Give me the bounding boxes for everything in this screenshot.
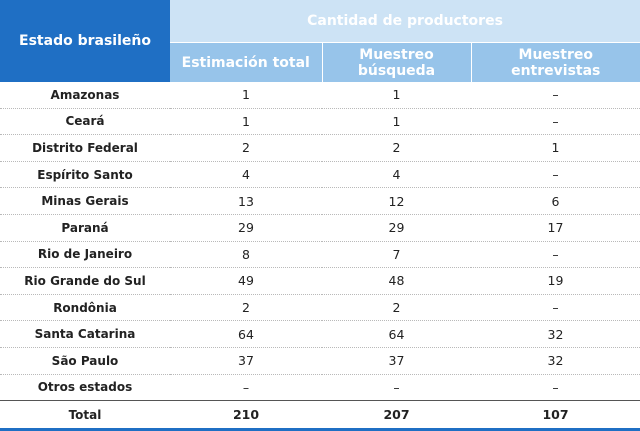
state-column-header: Estado brasileño bbox=[0, 0, 170, 82]
state-name-cell: Paraná bbox=[0, 214, 170, 242]
table-row: Ceará 1 1– bbox=[0, 108, 640, 136]
total-estimate-cell: – bbox=[170, 374, 322, 402]
state-name-cell: Rio Grande do Sul bbox=[0, 267, 170, 295]
search-sampling-cell: 4 bbox=[322, 161, 471, 189]
state-name-cell: Minas Gerais bbox=[0, 187, 170, 215]
search-sampling-cell: 1 bbox=[322, 82, 471, 109]
total-estimate-cell: 8 bbox=[170, 241, 322, 269]
search-sampling-cell: 48 bbox=[322, 267, 471, 295]
search-sampling-cell: 1 bbox=[322, 108, 471, 136]
total-estimate-cell: 64 bbox=[170, 320, 322, 348]
search-sampling-cell: – bbox=[322, 374, 471, 402]
interview-sampling-cell: – bbox=[471, 241, 640, 269]
table-row: Minas Gerais 13 12 6 bbox=[0, 187, 640, 215]
table-row: Santa Catarina 64 64 32 bbox=[0, 320, 640, 348]
search-sampling-cell: 2 bbox=[322, 294, 471, 322]
interview-sampling-cell: 32 bbox=[471, 320, 640, 348]
total-estimate-cell: 49 bbox=[170, 267, 322, 295]
search-sampling-cell: 37 bbox=[322, 347, 471, 375]
total-estimate-cell: 2 bbox=[170, 134, 322, 162]
state-name-cell: Amazonas bbox=[0, 82, 170, 109]
interview-sampling-cell: – bbox=[471, 374, 640, 402]
total-label: Total bbox=[0, 400, 170, 431]
state-name-cell: Ceará bbox=[0, 108, 170, 136]
total-row: Total 210 207 107 bbox=[0, 400, 640, 431]
interview-sampling-cell: 19 bbox=[471, 267, 640, 295]
table-body: Amazonas 1 1– Ceará 1 1– Distrito Federal 2 2 1 Es… bbox=[0, 82, 640, 402]
producer-count-group-header: Cantidad de productores bbox=[170, 0, 640, 43]
total-estimate-cell: 13 bbox=[170, 187, 322, 215]
state-name-cell: Santa Catarina bbox=[0, 320, 170, 348]
interview-sampling-cell: – bbox=[471, 294, 640, 322]
total-estimate-cell: 1 bbox=[170, 82, 322, 109]
total-estimate-cell: 29 bbox=[170, 214, 322, 242]
interview-sampling-cell: – bbox=[471, 161, 640, 189]
interview-sampling-cell: – bbox=[471, 108, 640, 136]
total-estimate-cell: 4 bbox=[170, 161, 322, 189]
interview-sampling-cell: – bbox=[471, 82, 640, 109]
state-name-cell: Distrito Federal bbox=[0, 134, 170, 162]
state-name-cell: São Paulo bbox=[0, 347, 170, 375]
table-row: São Paulo 37 37 32 bbox=[0, 347, 640, 375]
state-name-cell: Espírito Santo bbox=[0, 161, 170, 189]
table-row: Rio Grande do Sul 49 48 19 bbox=[0, 267, 640, 295]
search-sampling-cell: 64 bbox=[322, 320, 471, 348]
table-row: Distrito Federal 2 2 1 bbox=[0, 134, 640, 162]
state-name-cell: Otros estados bbox=[0, 374, 170, 402]
total-estimate-column-header: Estimación total bbox=[170, 42, 322, 82]
table-row: Espírito Santo 4 4– bbox=[0, 161, 640, 189]
interview-sampling-cell: 17 bbox=[471, 214, 640, 242]
search-sampling-cell: 2 bbox=[322, 134, 471, 162]
interview-sampling-column-header: Muestreo entrevistas bbox=[470, 42, 640, 82]
total-interview-value: 107 bbox=[471, 400, 640, 431]
state-name-cell: Rio de Janeiro bbox=[0, 241, 170, 269]
interview-sampling-cell: 6 bbox=[471, 187, 640, 215]
table-row: Rio de Janeiro 8 7– bbox=[0, 241, 640, 269]
total-estimate-value: 210 bbox=[170, 400, 322, 431]
search-sampling-cell: 12 bbox=[322, 187, 471, 215]
total-estimate-cell: 37 bbox=[170, 347, 322, 375]
search-sampling-column-header: Muestreo búsqueda bbox=[321, 42, 471, 82]
table-row: Amazonas 1 1– bbox=[0, 82, 640, 109]
interview-sampling-cell: 32 bbox=[471, 347, 640, 375]
table-row: Otros estados – – – bbox=[0, 374, 640, 402]
state-name-cell: Rondônia bbox=[0, 294, 170, 322]
search-sampling-cell: 7 bbox=[322, 241, 471, 269]
search-sampling-cell: 29 bbox=[322, 214, 471, 242]
table-row: Rondônia 2 2– bbox=[0, 294, 640, 322]
total-search-value: 207 bbox=[322, 400, 471, 431]
total-estimate-cell: 1 bbox=[170, 108, 322, 136]
table-row: Paraná 29 29 17 bbox=[0, 214, 640, 242]
interview-sampling-cell: 1 bbox=[471, 134, 640, 162]
total-estimate-cell: 2 bbox=[170, 294, 322, 322]
